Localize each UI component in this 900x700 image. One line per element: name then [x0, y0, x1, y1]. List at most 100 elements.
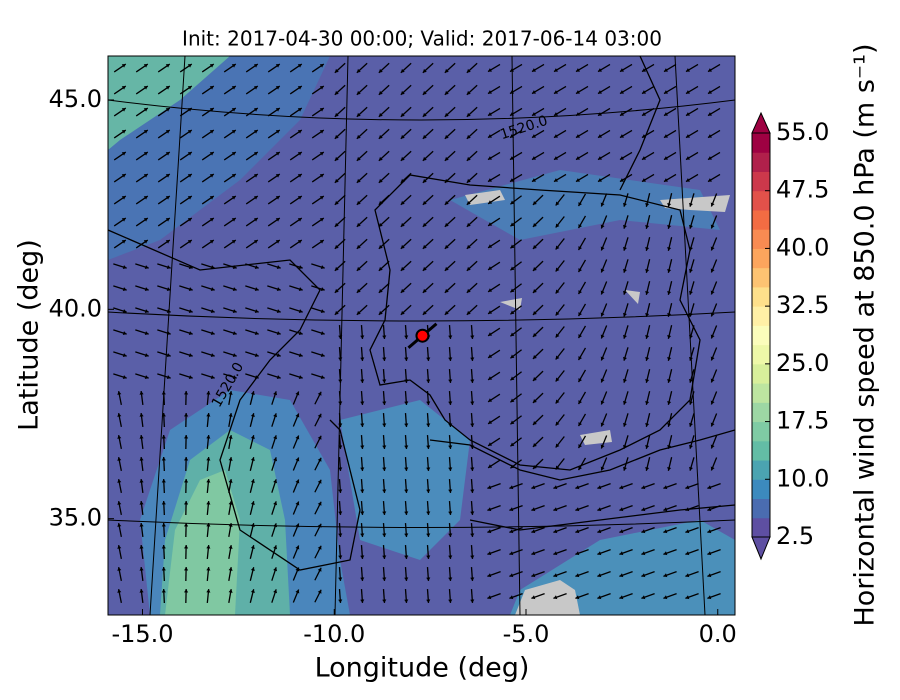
wind-arrow-head — [645, 268, 650, 273]
wind-arrow-head — [553, 485, 558, 490]
wind-arrow-head — [619, 573, 624, 578]
wind-arrow-head — [161, 523, 166, 527]
wind-arrow-head — [448, 335, 453, 339]
wind-arrow-head — [338, 423, 343, 427]
wind-arrow-head — [667, 312, 672, 317]
wind-arrow-head — [161, 567, 166, 571]
wind-arrow-head — [448, 357, 453, 361]
wind-arrow-head — [404, 357, 409, 361]
x-axis-label: Longitude (deg) — [315, 653, 530, 684]
wind-arrow-head — [297, 86, 302, 90]
wind-arrow-head — [122, 287, 127, 292]
wind-arrow-head — [254, 331, 259, 336]
wind-arrow-head — [231, 108, 236, 112]
wind-arrow-head — [466, 90, 471, 95]
wind-arrow-head — [620, 68, 625, 72]
wind-arrow-head — [466, 222, 471, 227]
wind-arrow-head — [295, 523, 300, 528]
wind-arrow-head — [184, 479, 189, 483]
wind-arrow-head — [319, 152, 324, 156]
wind-arrow-head — [510, 376, 515, 381]
wind-arrow-head — [334, 310, 339, 315]
wind-arrow-head — [253, 86, 258, 90]
wind-arrow-head — [707, 595, 712, 600]
wind-arrow-head — [117, 435, 122, 439]
wind-arrow-head — [210, 309, 215, 314]
wind-arrow-head — [338, 599, 343, 603]
wind-arrow-head — [510, 90, 515, 94]
wind-arrow-head — [689, 422, 693, 427]
wind-arrow-head — [143, 152, 148, 156]
colorbar-segment — [752, 479, 770, 500]
wind-arrow-head — [667, 378, 672, 383]
wind-arrow-head — [532, 156, 537, 160]
wind-arrow-head — [466, 244, 471, 249]
wind-arrow-head — [710, 290, 715, 295]
wind-arrow-head — [708, 90, 713, 94]
wind-arrow-head — [250, 457, 255, 462]
wind-arrow-head — [600, 224, 605, 229]
wind-arrow-head — [334, 178, 339, 183]
wind-arrow-head — [276, 331, 281, 336]
wind-arrow-head — [619, 485, 624, 490]
wind-arrow-head — [510, 266, 515, 271]
wind-arrow-head — [555, 399, 560, 404]
wind-arrow-head — [510, 222, 515, 227]
wind-arrow-head — [143, 240, 148, 244]
wind-arrow-head — [623, 312, 627, 317]
wind-arrow-head — [448, 423, 453, 427]
wind-arrow-head — [400, 244, 405, 249]
wind-arrow-head — [645, 224, 650, 229]
wind-arrow-head — [578, 356, 583, 361]
wind-arrow-head — [448, 599, 453, 603]
wind-arrow-head — [510, 310, 515, 315]
wind-arrow-head — [404, 423, 409, 427]
wind-arrow-head — [184, 523, 189, 527]
wind-arrow-head — [382, 401, 387, 405]
wind-arrow-head — [531, 529, 536, 534]
wind-arrow-head — [470, 533, 475, 537]
wind-arrow-head — [275, 108, 280, 112]
wind-arrow-head — [273, 479, 278, 484]
wind-arrow-head — [382, 489, 387, 493]
wind-arrow-head — [426, 577, 431, 581]
wind-arrow-head — [400, 178, 405, 183]
wind-arrow-head — [555, 355, 560, 360]
wind-arrow-head — [686, 90, 691, 94]
wind-arrow-head — [378, 112, 383, 117]
wind-arrow-head — [400, 266, 405, 271]
wind-arrow-head — [466, 266, 471, 271]
field-region — [108, 56, 230, 150]
wind-arrow-head — [532, 398, 537, 403]
colorbar-segment — [752, 344, 770, 365]
wind-arrow-head — [600, 400, 605, 405]
wind-arrow-head — [250, 413, 255, 418]
wind-arrow-head — [139, 523, 144, 527]
wind-arrow-head — [444, 200, 449, 205]
wind-arrow-head — [161, 545, 166, 549]
wind-arrow-head — [575, 529, 580, 534]
wind-arrow-head — [250, 567, 255, 572]
wind-arrow-head — [228, 391, 233, 395]
wind-arrow-head — [488, 332, 493, 336]
wind-arrow-head — [488, 266, 493, 270]
wind-arrow-head — [334, 68, 339, 73]
wind-arrow-head — [667, 356, 672, 361]
wind-arrow-head — [165, 64, 170, 68]
wind-arrow-head — [228, 589, 233, 593]
wind-arrow-head — [645, 312, 650, 317]
wind-arrow-head — [143, 130, 148, 134]
wind-arrow-head — [295, 567, 300, 572]
wind-arrow-head — [276, 287, 281, 292]
wind-arrow-head — [531, 507, 536, 512]
wind-arrow-head — [555, 267, 560, 272]
wind-arrow-head — [685, 529, 690, 534]
wind-arrow-head — [555, 311, 560, 316]
wind-arrow-head — [532, 178, 537, 182]
colorbar-segment — [752, 152, 770, 172]
wind-arrow-head — [470, 577, 475, 581]
wind-arrow-head — [645, 378, 650, 383]
wind-arrow-head — [298, 353, 303, 358]
wind-arrow-head — [532, 200, 537, 205]
wind-arrow-head — [510, 288, 515, 293]
